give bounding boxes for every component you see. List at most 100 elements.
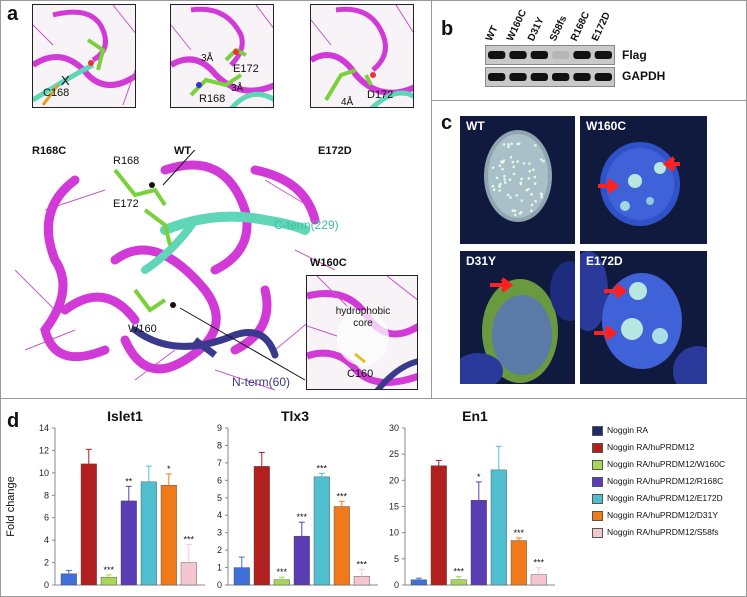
significance-label: * (167, 464, 171, 474)
panel-d-letter: d (7, 410, 20, 432)
flag-band (573, 51, 591, 59)
significance-label: * (477, 472, 481, 482)
gapdh-band (552, 73, 570, 81)
legend-label: Noggin RA/huPRDM12/R168C (607, 476, 724, 486)
flag-band (488, 51, 506, 59)
legend-swatch (592, 477, 603, 487)
panel-a-letter: a (7, 3, 19, 25)
inset-w160c-title: W160C (310, 257, 347, 269)
significance-label: *** (277, 567, 288, 577)
inset-wt-title: WT (174, 145, 192, 157)
inset-wt-e172: E172 (233, 63, 259, 75)
y-tick-label: 8 (44, 490, 49, 500)
gapdh-band (594, 73, 612, 81)
gapdh-band (530, 73, 548, 81)
legend-label: Noggin RA (607, 425, 649, 435)
bar (80, 463, 97, 586)
inset-e172d-dist: 4Å (341, 97, 354, 108)
significance-label: *** (534, 558, 545, 568)
y-tick-label: 3 (217, 528, 222, 538)
y-tick-label: 7 (217, 458, 222, 468)
bar (233, 567, 250, 586)
western-row-flag: Flag (622, 48, 647, 62)
inset-w160c-structure (307, 276, 417, 389)
gapdh-band (509, 73, 527, 81)
legend-swatch (592, 511, 603, 521)
bar (313, 476, 330, 586)
legend-label: Noggin RA/huPRDM12/W160C (607, 459, 726, 469)
legend-swatch (592, 443, 603, 453)
inset-w160c-c160: C160 (347, 368, 374, 380)
bar (333, 506, 350, 586)
inset-w160c-core-label: hydrophobic core (335, 306, 391, 329)
y-tick-label: 1 (217, 563, 222, 573)
micrograph-w160c: W160C (580, 116, 707, 244)
main-label-r168: R168 (113, 155, 140, 167)
micrograph-e172d: E172D (580, 251, 707, 384)
bar (120, 500, 137, 586)
main-label-cterm: C-term(229) (274, 218, 339, 232)
legend-label: Noggin RA/huPRDM12 (607, 442, 695, 452)
significance-label: *** (297, 512, 308, 522)
micrograph-w160c-label: W160C (586, 119, 627, 133)
bar (450, 579, 467, 586)
inset-r168c-structure (33, 5, 135, 106)
western-gapdh-bands (488, 73, 612, 81)
legend-swatch (592, 426, 603, 436)
inset-e172d-d172: D172 (367, 89, 394, 101)
western-blot-flag-strip (485, 45, 615, 65)
inset-wt-dist1: 3Å (201, 53, 214, 64)
y-tick-label: 25 (389, 449, 399, 459)
legend-swatch (592, 460, 603, 470)
legend-label: Noggin RA/huPRDM12/E172D (607, 493, 723, 503)
panel-b-letter: b (441, 18, 454, 40)
micrograph-d31y: D31Y (460, 251, 575, 384)
bar (140, 481, 157, 586)
micrograph-wt-label: WT (466, 119, 485, 133)
bar (273, 579, 290, 586)
y-tick-label: 0 (394, 580, 399, 590)
y-tick-label: 5 (394, 554, 399, 564)
legend-swatch (592, 528, 603, 538)
bar (470, 500, 487, 586)
inset-e172d-title: E172D (318, 145, 352, 157)
y-tick-label: 5 (217, 493, 222, 503)
micrograph-wt: WT (460, 116, 575, 244)
legend-swatch (592, 494, 603, 504)
y-tick-label: 6 (217, 475, 222, 485)
inset-w160c: hydrophobic core C160 (306, 275, 418, 390)
inset-wt: 3Å E172 3Å R168 (170, 4, 274, 108)
inset-wt-r168: R168 (199, 93, 226, 105)
y-tick-label: 2 (44, 558, 49, 568)
y-tick-label: 20 (389, 475, 399, 485)
y-tick-label: 30 (389, 423, 399, 433)
y-tick-label: 6 (44, 513, 49, 523)
y-tick-label: 10 (389, 528, 399, 538)
main-label-e172: E172 (113, 198, 139, 210)
flag-band (530, 51, 548, 59)
micrograph-e172d-label: E172D (586, 254, 623, 268)
significance-label: *** (454, 567, 465, 577)
bar (293, 535, 310, 586)
bar (353, 576, 370, 586)
main-label-w160: W160 (128, 323, 157, 335)
chart-en1-title: En1 (462, 408, 488, 424)
main-label-nterm: N-term(60) (232, 375, 291, 389)
inset-e172d: D172 4Å (310, 4, 414, 108)
gapdh-band (573, 73, 591, 81)
panel-b-c-divider (432, 100, 747, 101)
y-tick-label: 2 (217, 545, 222, 555)
y-tick-label: 9 (217, 423, 222, 433)
y-tick-label: 8 (217, 440, 222, 450)
western-flag-bands (488, 51, 612, 59)
western-row-gapdh: GAPDH (622, 69, 666, 83)
bar (490, 469, 507, 586)
flag-band (509, 51, 527, 59)
inset-e172d-structure (311, 5, 413, 107)
chart-tlx3-title: Tlx3 (280, 408, 309, 424)
y-tick-label: 4 (217, 510, 222, 520)
significance-label: *** (184, 535, 195, 545)
inset-wt-dist2: 3Å (231, 83, 244, 94)
bar (253, 466, 270, 586)
